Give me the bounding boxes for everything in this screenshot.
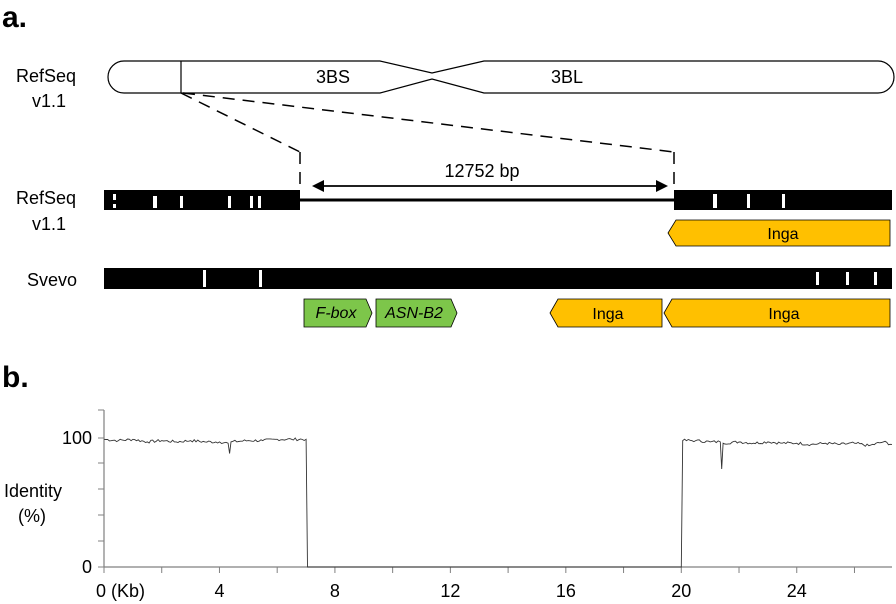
svevo-asnb2-label: ASN-B2 <box>384 305 443 322</box>
chart-series <box>103 437 893 568</box>
svevo-asnb2-gene <box>375 298 458 328</box>
y-tick-label: 100 <box>62 428 92 448</box>
svevo-gaps <box>203 270 877 287</box>
deletion-arrow-right-head <box>656 180 668 192</box>
refseq-label-line1: RefSeq <box>16 188 76 208</box>
zoom-lines <box>180 92 675 190</box>
identity-series-line <box>103 437 893 568</box>
refseq-inga-label: Inga <box>767 226 798 243</box>
ylabel-line2: (%) <box>18 506 46 526</box>
panel-b-label: b. <box>2 361 29 394</box>
svevo-inga-label-1: Inga <box>592 306 623 323</box>
svevo-fbox-gene <box>303 298 373 328</box>
deletion-size-label: 12752 bp <box>444 161 519 181</box>
x-tick-label: 0 (Kb) <box>96 581 145 601</box>
deletion-arrow-left-head <box>312 180 324 192</box>
chromosome-ideogram <box>107 60 895 94</box>
x-tick-label: 4 <box>214 581 224 601</box>
svevo-label: Svevo <box>27 270 77 290</box>
zoom-line-right <box>182 92 675 153</box>
svevo-inga-label-2: Inga <box>768 306 799 323</box>
x-tick-label: 16 <box>556 581 576 601</box>
refseq-gaps-left <box>113 194 261 208</box>
svevo-inga-gene-2 <box>663 298 891 328</box>
x-tick-label: 8 <box>330 581 340 601</box>
svevo-block <box>104 268 892 289</box>
x-tick-label: 24 <box>787 581 807 601</box>
refseq-inga-gene <box>667 219 891 247</box>
zoom-line-left <box>180 92 301 153</box>
refseq-label-line2: v1.1 <box>32 214 66 234</box>
identity-chart: Identity (%) 0 100 0 (Kb) 4 8 12 16 20 24 <box>4 409 893 601</box>
svevo-inga-gene-1 <box>549 298 663 328</box>
ylabel-line1: Identity <box>4 481 62 501</box>
chart-ticks: 0 100 0 (Kb) 4 8 12 16 20 24 <box>62 409 855 601</box>
svevo-track: Svevo F-box ASN-B2 Inga Inga <box>27 268 892 328</box>
chart-axes <box>103 410 892 568</box>
chromosome-label-line2: v1.1 <box>32 91 66 111</box>
refseq-track: RefSeq v1.1 12752 bp Inga <box>16 161 892 247</box>
x-tick-label: 20 <box>671 581 691 601</box>
refseq-gaps-right <box>713 194 785 208</box>
panel-a-label: a. <box>2 1 27 34</box>
x-tick-label: 12 <box>440 581 460 601</box>
chromosome-label-line1: RefSeq <box>16 66 76 86</box>
short-arm-label: 3BS <box>316 67 350 87</box>
y-tick-label: 0 <box>82 557 92 577</box>
chromosome-track: RefSeq v1.1 3BS 3BL <box>16 60 895 111</box>
long-arm-label: 3BL <box>551 67 583 87</box>
svevo-fbox-label: F-box <box>316 305 358 322</box>
refseq-block-left <box>104 190 300 210</box>
